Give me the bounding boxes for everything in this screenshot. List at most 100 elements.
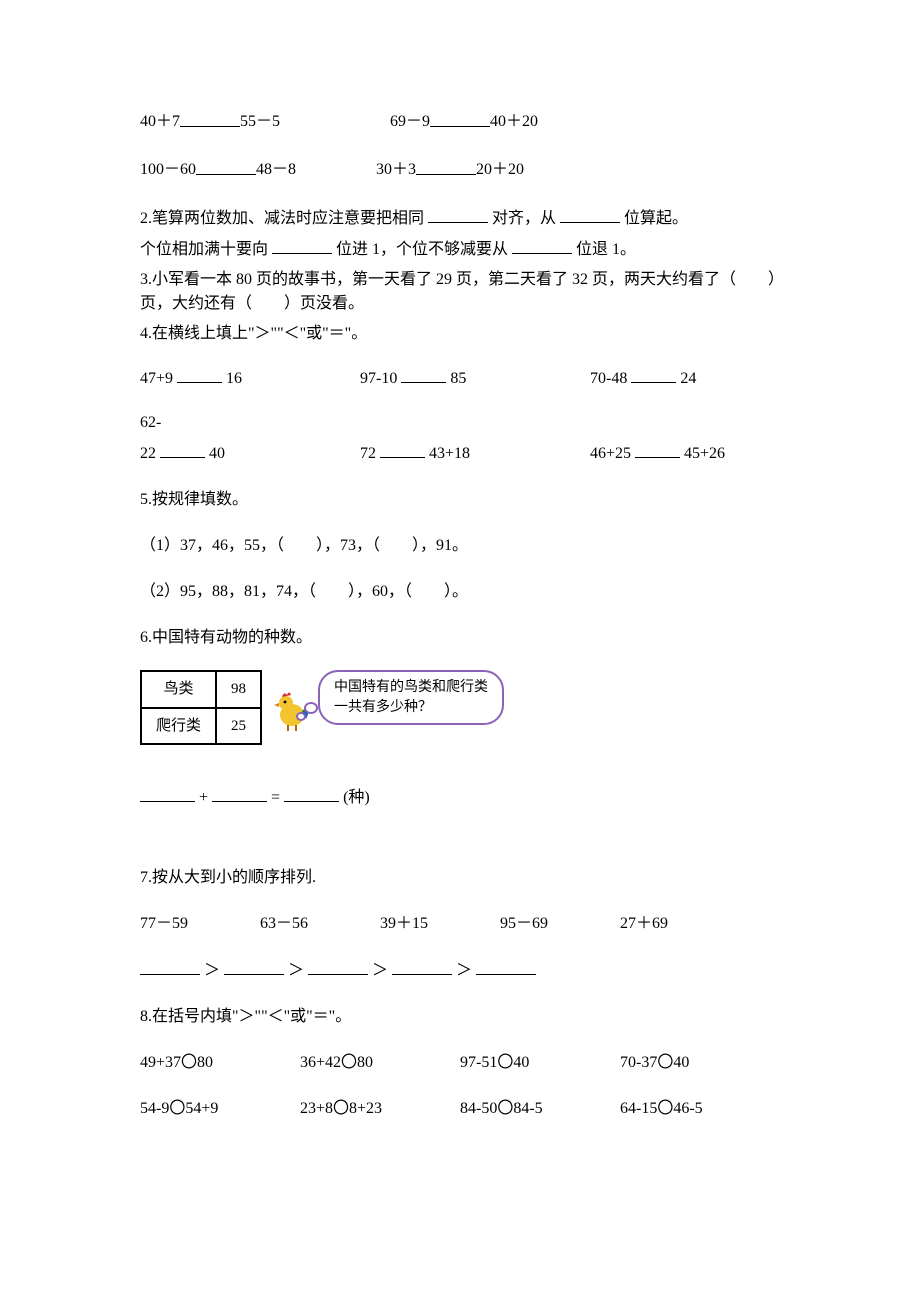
q7-order: ＞ ＞ ＞ ＞ bbox=[140, 958, 780, 983]
q4-title: 4.在横线上填上"＞""＜"或"＝"。 bbox=[140, 322, 780, 346]
cell-bird-name: 鸟类 bbox=[141, 671, 216, 708]
q4-c-l: 70-48 bbox=[590, 370, 627, 387]
q5-s2: （2）95，88，81，74，（ ），60，（ ）。 bbox=[140, 580, 780, 604]
speech-bubble: 中国特有的鸟类和爬行类 一共有多少种？ bbox=[318, 670, 504, 725]
q2-t6: 位退 1。 bbox=[576, 241, 636, 258]
q4-d-l: 22 bbox=[140, 445, 156, 462]
cell-reptile-value: 25 bbox=[216, 708, 261, 745]
q1-row1: 40＋7 55－5 69－9 40＋20 bbox=[140, 110, 780, 134]
unit-label: (种) bbox=[343, 789, 370, 806]
gt-sign: ＞ bbox=[372, 962, 388, 979]
blank[interactable] bbox=[380, 441, 425, 458]
blank[interactable] bbox=[635, 441, 680, 458]
q8-item: 23+8〇8+23 bbox=[300, 1097, 460, 1121]
q1-r1b-right: 40＋20 bbox=[490, 110, 538, 134]
q5-s1: （1）37，46，55，（ ），73，（ ），91。 bbox=[140, 534, 780, 558]
q5-title: 5.按规律填数。 bbox=[140, 488, 780, 512]
bubble-tail-icon bbox=[304, 702, 318, 714]
q1-r1a-right: 55－5 bbox=[240, 110, 280, 134]
q7-title: 7.按从大到小的顺序排列. bbox=[140, 866, 780, 890]
q4-b-r: 85 bbox=[450, 370, 466, 387]
q8-row1: 49+37〇80 36+42〇80 97-51〇40 70-37〇40 bbox=[140, 1051, 780, 1075]
q4-d-r: 40 bbox=[209, 445, 225, 462]
q6-figure: 鸟类 98 爬行类 25 中国特有的鸟类和爬行 bbox=[140, 670, 780, 745]
blank[interactable] bbox=[140, 958, 200, 975]
q4-c-r: 24 bbox=[680, 370, 696, 387]
blank[interactable] bbox=[416, 158, 476, 175]
q4-b-l: 97-10 bbox=[360, 370, 397, 387]
q2-line2: 个位相加满十要向 位进 1，个位不够减要从 位退 1。 bbox=[140, 237, 780, 262]
blank[interactable] bbox=[512, 237, 572, 254]
q2-t3: 位算起。 bbox=[624, 210, 688, 227]
q6-equation: + = (种) bbox=[140, 785, 780, 810]
cell-bird-value: 98 bbox=[216, 671, 261, 708]
q4-row1: 47+9 16 97-10 85 70-48 24 bbox=[140, 366, 780, 391]
bubble-line2: 一共有多少种？ bbox=[334, 698, 488, 718]
gt-sign: ＞ bbox=[204, 962, 220, 979]
blank[interactable] bbox=[140, 785, 195, 802]
q7-item: 77－59 bbox=[140, 912, 260, 936]
blank[interactable] bbox=[160, 441, 205, 458]
q2-t4: 个位相加满十要向 bbox=[140, 241, 268, 258]
speech-bubble-wrap: 中国特有的鸟类和爬行类 一共有多少种？ bbox=[318, 670, 504, 725]
blank[interactable] bbox=[212, 785, 267, 802]
blank[interactable] bbox=[308, 958, 368, 975]
blank[interactable] bbox=[180, 110, 240, 127]
blank[interactable] bbox=[430, 110, 490, 127]
q8-title: 8.在括号内填"＞""＜"或"＝"。 bbox=[140, 1005, 780, 1029]
blank[interactable] bbox=[401, 366, 446, 383]
q7-item: 63－56 bbox=[260, 912, 380, 936]
q4-a-l: 47+9 bbox=[140, 370, 173, 387]
blank[interactable] bbox=[476, 958, 536, 975]
q7-item: 95－69 bbox=[500, 912, 620, 936]
blank[interactable] bbox=[428, 206, 488, 223]
worksheet-page: 40＋7 55－5 69－9 40＋20 100－60 48－8 30＋3 20… bbox=[0, 0, 920, 1302]
q2-line1: 2.笔算两位数加、减法时应注意要把相同 对齐，从 位算起。 bbox=[140, 206, 780, 231]
q1-r1b-left: 69－9 bbox=[390, 110, 430, 134]
q1-r2b-right: 20＋20 bbox=[476, 158, 524, 182]
q1-r2a-left: 100－60 bbox=[140, 158, 196, 182]
q7-item: 39＋15 bbox=[380, 912, 500, 936]
q8-item: 97-51〇40 bbox=[460, 1051, 620, 1075]
blank[interactable] bbox=[284, 785, 339, 802]
q2-t2: 对齐，从 bbox=[492, 210, 556, 227]
q8-item: 64-15〇46-5 bbox=[620, 1097, 703, 1121]
q2-t5: 位进 1，个位不够减要从 bbox=[336, 241, 508, 258]
table-row: 鸟类 98 bbox=[141, 671, 261, 708]
blank[interactable] bbox=[560, 206, 620, 223]
q3: 3.小军看一本 80 页的故事书，第一天看了 29 页，第二天看了 32 页，两… bbox=[140, 268, 780, 316]
q4-f-l: 46+25 bbox=[590, 445, 631, 462]
q8-item: 84-50〇84-5 bbox=[460, 1097, 620, 1121]
blank[interactable] bbox=[272, 237, 332, 254]
equals-sign: = bbox=[271, 789, 280, 806]
q1-r2a-right: 48－8 bbox=[256, 158, 296, 182]
q4-e-l: 72 bbox=[360, 445, 376, 462]
blank[interactable] bbox=[196, 158, 256, 175]
cell-reptile-name: 爬行类 bbox=[141, 708, 216, 745]
spacer bbox=[296, 158, 376, 182]
q1-r1a-left: 40＋7 bbox=[140, 110, 180, 134]
q1-r2b-left: 30＋3 bbox=[376, 158, 416, 182]
gt-sign: ＞ bbox=[456, 962, 472, 979]
blank[interactable] bbox=[224, 958, 284, 975]
q4-row2: 22 40 72 43+18 46+25 45+26 bbox=[140, 441, 780, 466]
gt-sign: ＞ bbox=[288, 962, 304, 979]
q7-items: 77－59 63－56 39＋15 95－69 27＋69 bbox=[140, 912, 780, 936]
q7-item: 27＋69 bbox=[620, 912, 668, 936]
blank[interactable] bbox=[392, 958, 452, 975]
blank[interactable] bbox=[177, 366, 222, 383]
q8-item: 54-9〇54+9 bbox=[140, 1097, 300, 1121]
q8-item: 49+37〇80 bbox=[140, 1051, 300, 1075]
bubble-tail-icon bbox=[296, 712, 306, 721]
q8-row2: 54-9〇54+9 23+8〇8+23 84-50〇84-5 64-15〇46-… bbox=[140, 1097, 780, 1121]
animal-table: 鸟类 98 爬行类 25 bbox=[140, 670, 262, 745]
plus-sign: + bbox=[199, 789, 208, 806]
q1-row2: 100－60 48－8 30＋3 20＋20 bbox=[140, 158, 780, 182]
q4-f-r: 45+26 bbox=[684, 445, 725, 462]
q2-t1: 2.笔算两位数加、减法时应注意要把相同 bbox=[140, 210, 424, 227]
table-row: 爬行类 25 bbox=[141, 708, 261, 745]
blank[interactable] bbox=[631, 366, 676, 383]
q8-item: 70-37〇40 bbox=[620, 1051, 689, 1075]
q4-a-r: 16 bbox=[226, 370, 242, 387]
spacer bbox=[280, 110, 390, 134]
